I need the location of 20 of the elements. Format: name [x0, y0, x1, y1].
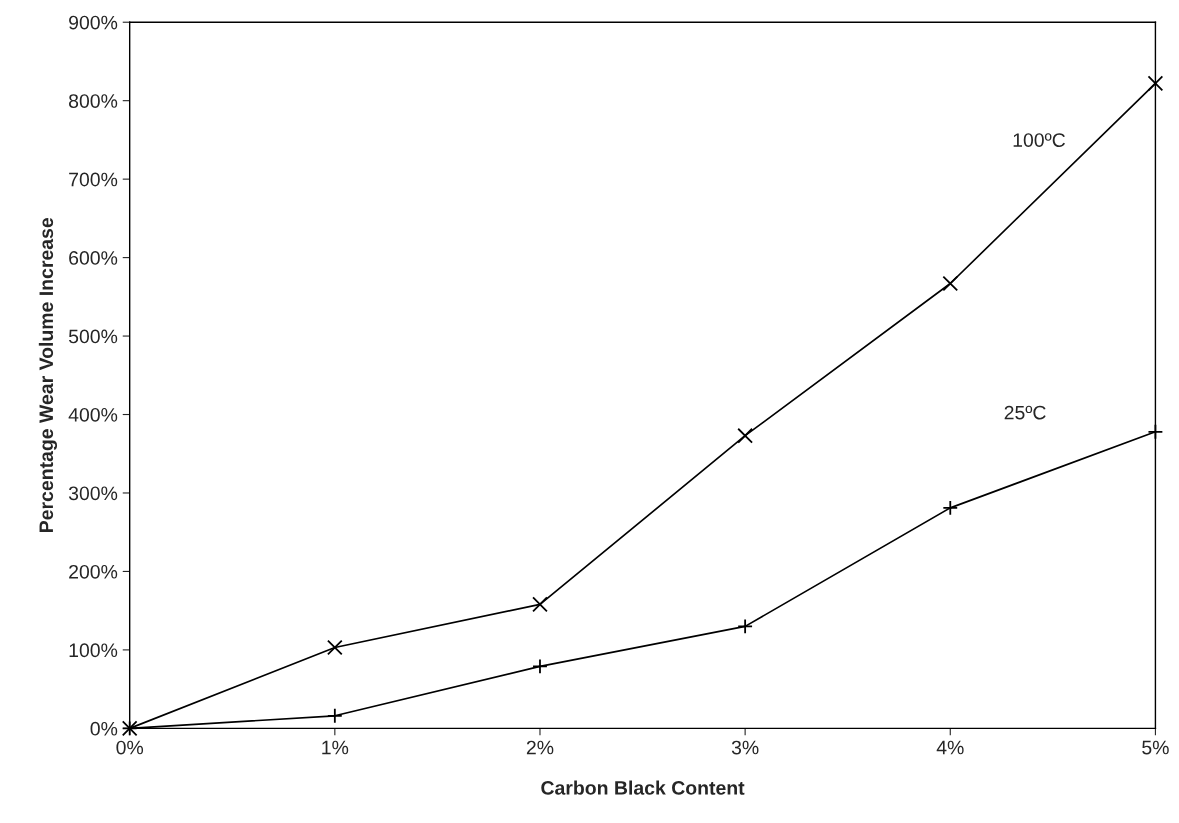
x-tick-label: 2% [526, 740, 554, 755]
y-tick-label: 100% [69, 643, 118, 658]
text: 25ºC [1004, 405, 1046, 420]
y-tick-label: 0% [90, 721, 118, 736]
y-tick-label: 600% [69, 251, 118, 265]
series-label: 100ºC [1013, 133, 1066, 148]
x-tick-label: 1% [322, 740, 349, 755]
y-axis-title: Percentage Wear Volume Increase [38, 217, 58, 532]
x-tick-label: 0% [116, 740, 144, 755]
y-tick-label: 300% [68, 486, 118, 501]
y-tick-label: 800% [69, 94, 118, 108]
x-tick-label: 3% [731, 740, 759, 755]
x-tick-label: 4% [936, 740, 964, 755]
x-axis-title: Carbon Black Content [541, 780, 745, 795]
y-tick-label: 400% [68, 407, 118, 422]
y-tick-label: 700% [69, 172, 118, 187]
y-tick-label: 500% [68, 329, 118, 344]
y-tick-label: 900% [69, 15, 118, 30]
y-tick-label: 200% [69, 564, 118, 579]
x-tick-label: 5% [1142, 740, 1169, 755]
